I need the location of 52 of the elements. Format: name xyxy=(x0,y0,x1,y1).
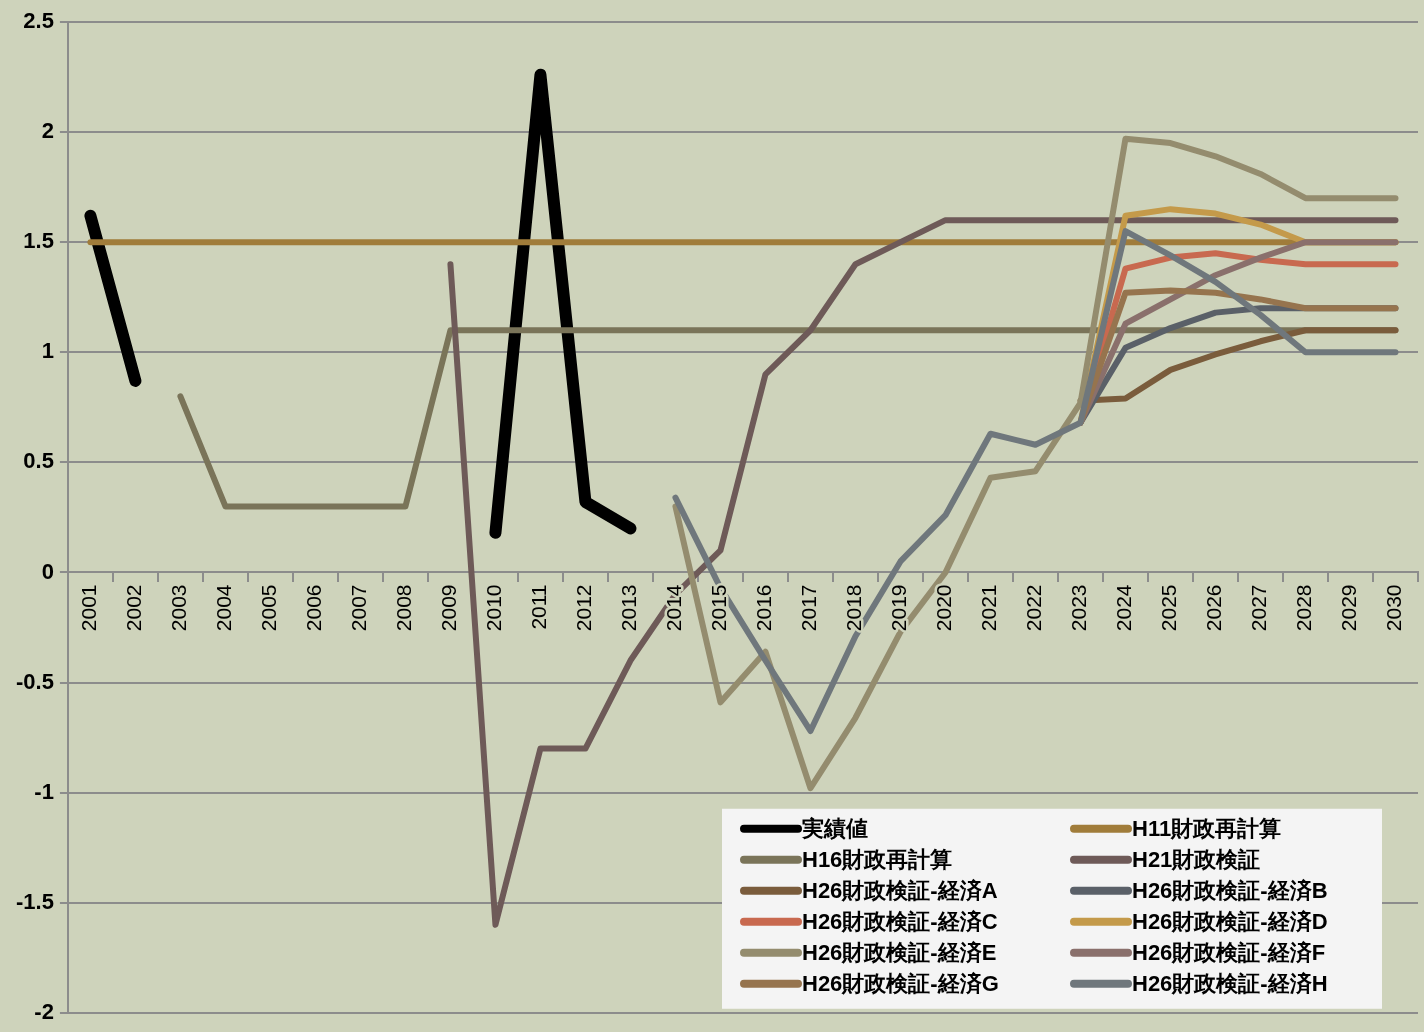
x-tick-label: 2003 xyxy=(167,584,191,632)
y-tick-label: 0 xyxy=(41,558,54,584)
x-tick-label: 2020 xyxy=(932,584,956,632)
x-tick-label: 2001 xyxy=(77,584,101,632)
y-tick-label: 2 xyxy=(41,118,54,144)
x-tick-label: 2006 xyxy=(302,584,326,632)
y-tick-label: 0.5 xyxy=(23,448,54,474)
x-tick-label: 2011 xyxy=(527,584,551,630)
x-tick-label: 2030 xyxy=(1382,584,1406,632)
x-tick-label: 2025 xyxy=(1157,584,1181,632)
x-tick-label: 2008 xyxy=(392,584,416,632)
x-tick-label: 2026 xyxy=(1202,584,1226,632)
x-tick-label: 2007 xyxy=(347,584,371,632)
legend-label: H26財政検証-経済F xyxy=(1132,939,1326,965)
legend-label: H26財政検証-経済H xyxy=(1132,970,1328,996)
legend-label: 実績値 xyxy=(801,815,868,841)
x-tick-label: 2018 xyxy=(842,584,866,632)
legend-label: H26財政検証-経済D xyxy=(1132,908,1328,934)
x-tick-label: 2021 xyxy=(977,584,1001,632)
x-tick-label: 2004 xyxy=(212,584,236,632)
x-tick-label: 2027 xyxy=(1247,584,1271,632)
y-tick-label: -0.5 xyxy=(15,668,54,694)
legend-label: H26財政検証-経済A xyxy=(802,877,998,903)
legend-label: H26財政検証-経済E xyxy=(802,939,997,965)
x-tick-label: 2009 xyxy=(437,584,461,632)
legend-label: H11財政再計算 xyxy=(1132,815,1282,841)
legend-label: H26財政検証-経済G xyxy=(802,970,999,996)
x-tick-label: 2024 xyxy=(1112,584,1136,632)
x-tick-label: 2019 xyxy=(887,584,911,632)
y-tick-label: 1.5 xyxy=(23,228,54,254)
x-tick-label: 2005 xyxy=(257,584,281,632)
legend-label: H16財政再計算 xyxy=(802,846,953,872)
x-tick-label: 2016 xyxy=(752,584,776,632)
y-tick-label: -1.5 xyxy=(15,888,54,914)
y-tick-label: 2.5 xyxy=(23,8,54,34)
x-tick-label: 2010 xyxy=(482,584,506,632)
x-tick-label: 2023 xyxy=(1067,584,1091,632)
x-tick-label: 2022 xyxy=(1022,584,1046,632)
y-tick-label: -2 xyxy=(34,998,54,1024)
legend-label: H26財政検証-経済C xyxy=(802,908,998,934)
x-tick-label: 2017 xyxy=(797,584,821,632)
x-tick-label: 2029 xyxy=(1337,584,1361,632)
x-tick-label: 2002 xyxy=(122,584,146,632)
y-tick-label: -1 xyxy=(34,778,54,804)
x-tick-label: 2028 xyxy=(1292,584,1316,632)
x-tick-label: 2014 xyxy=(662,584,686,632)
y-tick-label: 1 xyxy=(41,338,54,364)
x-tick-label: 2012 xyxy=(572,584,596,632)
legend-label: H26財政検証-経済B xyxy=(1132,877,1328,903)
x-tick-label: 2013 xyxy=(617,584,641,632)
x-tick-label: 2015 xyxy=(707,584,731,632)
legend-label: H21財政検証 xyxy=(1132,846,1261,872)
